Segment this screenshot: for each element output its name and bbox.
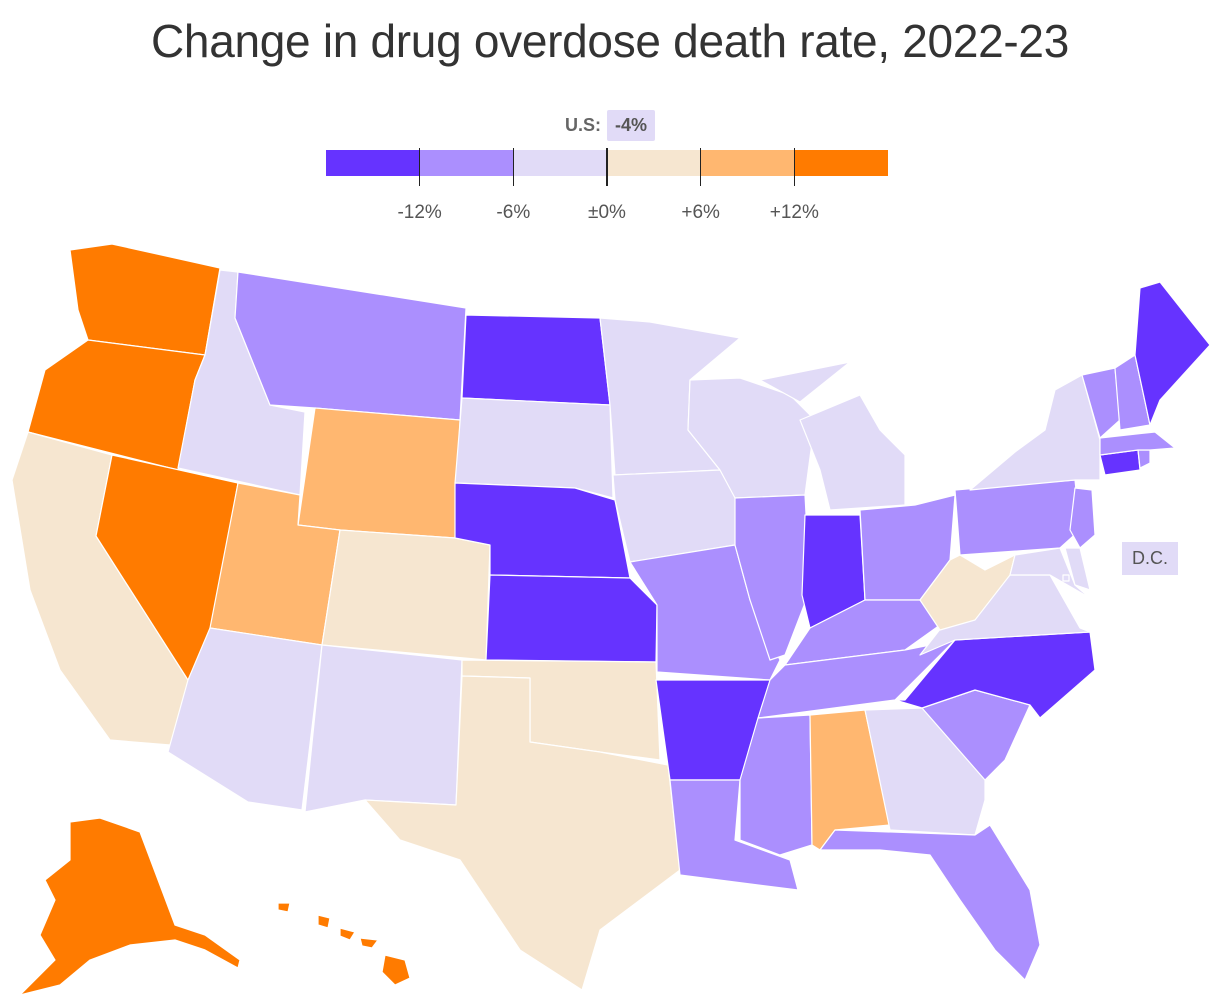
legend-tick-label: ±0%	[588, 202, 626, 223]
state-mt[interactable]	[234, 271, 467, 421]
legend-tick	[793, 148, 796, 186]
state-mi[interactable]	[759, 361, 906, 511]
us-label: U.S:	[564, 115, 601, 135]
legend-tick	[418, 148, 421, 186]
state-nj[interactable]	[1069, 487, 1096, 549]
legend-swatch-4	[700, 150, 795, 176]
legend-tick-label: +6%	[681, 202, 720, 223]
state-co[interactable]	[321, 529, 491, 661]
legend-swatch-3	[607, 150, 701, 176]
legend-tick	[512, 148, 515, 186]
legend-swatch-2	[513, 150, 608, 176]
dc-callout: D.C.	[1122, 542, 1178, 575]
legend-tick-label: +12%	[769, 202, 819, 223]
state-dc[interactable]	[1062, 574, 1070, 582]
state-sd[interactable]	[454, 397, 614, 499]
map-title: Change in drug overdose death rate, 2022…	[151, 15, 1069, 67]
state-il[interactable]	[734, 494, 811, 661]
state-hi[interactable]	[277, 902, 411, 986]
state-de[interactable]	[1064, 547, 1091, 591]
legend-tick	[699, 148, 702, 186]
state-md[interactable]	[1009, 547, 1091, 599]
legend-tick-label: -12%	[397, 202, 442, 223]
state-ny[interactable]	[969, 374, 1101, 491]
state-nd[interactable]	[461, 314, 611, 406]
color-legend	[326, 150, 889, 176]
state-tx[interactable]	[364, 675, 681, 991]
legend-swatch-5	[794, 150, 889, 176]
state-wy[interactable]	[297, 407, 461, 539]
state-ak[interactable]	[19, 817, 241, 996]
state-me[interactable]	[1134, 281, 1211, 426]
legend-tick-label: -6%	[496, 202, 531, 223]
state-ri[interactable]	[1137, 449, 1151, 469]
state-wa[interactable]	[69, 243, 221, 356]
state-ma[interactable]	[1099, 431, 1176, 456]
state-tn[interactable]	[757, 639, 956, 719]
legend-swatch-0	[326, 150, 420, 176]
us-summary: U.S: -4%	[0, 110, 1220, 141]
state-nm[interactable]	[304, 644, 463, 813]
legend-swatch-1	[419, 150, 514, 176]
state-ks[interactable]	[485, 574, 658, 663]
state-fl[interactable]	[819, 824, 1041, 981]
us-value-badge: -4%	[606, 110, 655, 141]
state-pa[interactable]	[954, 479, 1081, 556]
legend-tick	[606, 148, 608, 186]
